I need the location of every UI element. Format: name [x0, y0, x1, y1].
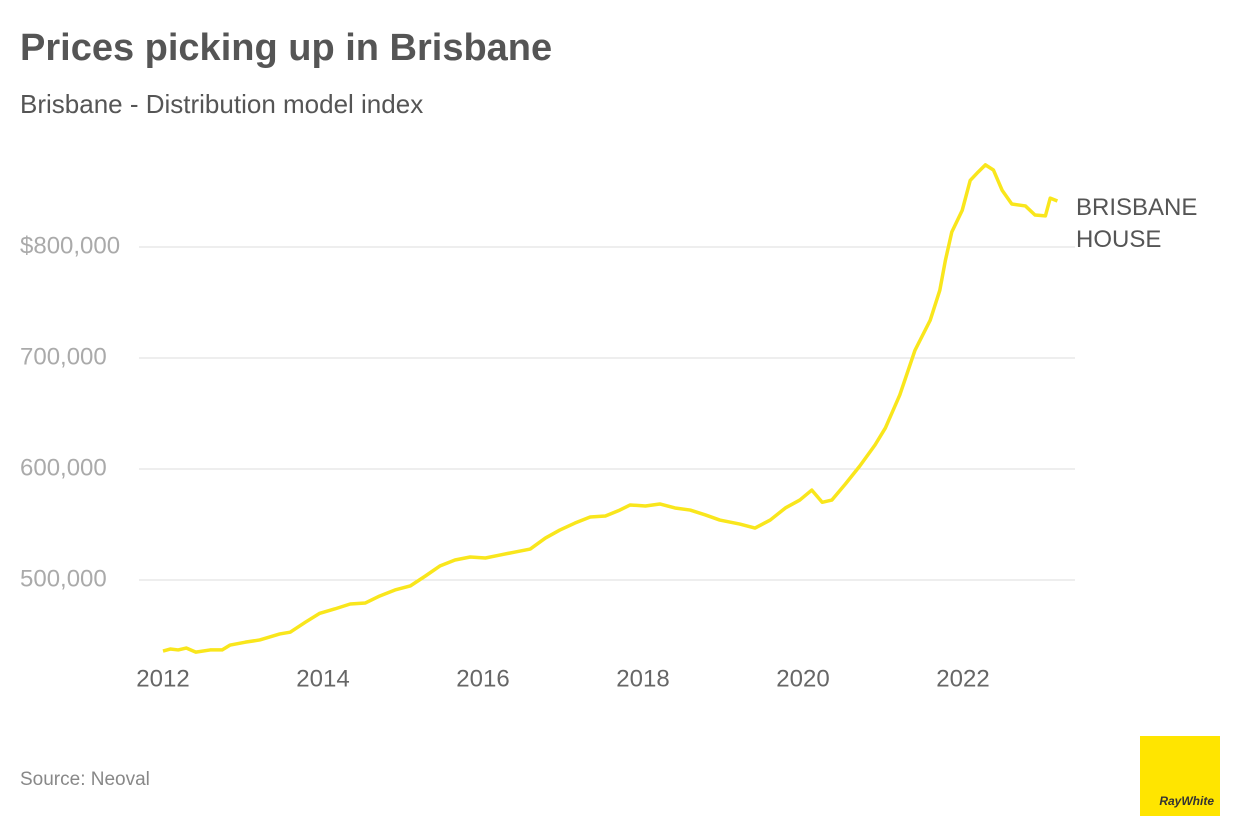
series-label: BRISBANE HOUSE	[1076, 194, 1198, 253]
logo: RayWhite	[1140, 736, 1220, 816]
data-line	[162, 163, 1059, 654]
logo-text: RayWhite	[1159, 794, 1214, 808]
chart-title: Prices picking up in Brisbane	[20, 27, 552, 69]
y-tick-label: $800,000	[20, 232, 120, 259]
y-tick-label: 700,000	[20, 343, 107, 370]
x-tick-label: 2012	[136, 665, 189, 692]
chart-subtitle: Brisbane - Distribution model index	[20, 89, 423, 119]
x-tick-label: 2018	[616, 665, 669, 692]
x-tick-label: 2016	[456, 665, 509, 692]
x-tick-label: 2020	[776, 665, 829, 692]
source-note: Source: Neoval	[20, 769, 150, 790]
y-tick-label: 500,000	[20, 565, 107, 592]
x-tick-label: 2014	[296, 665, 349, 692]
y-tick-label: 600,000	[20, 454, 107, 481]
x-tick-label: 2022	[936, 665, 989, 692]
